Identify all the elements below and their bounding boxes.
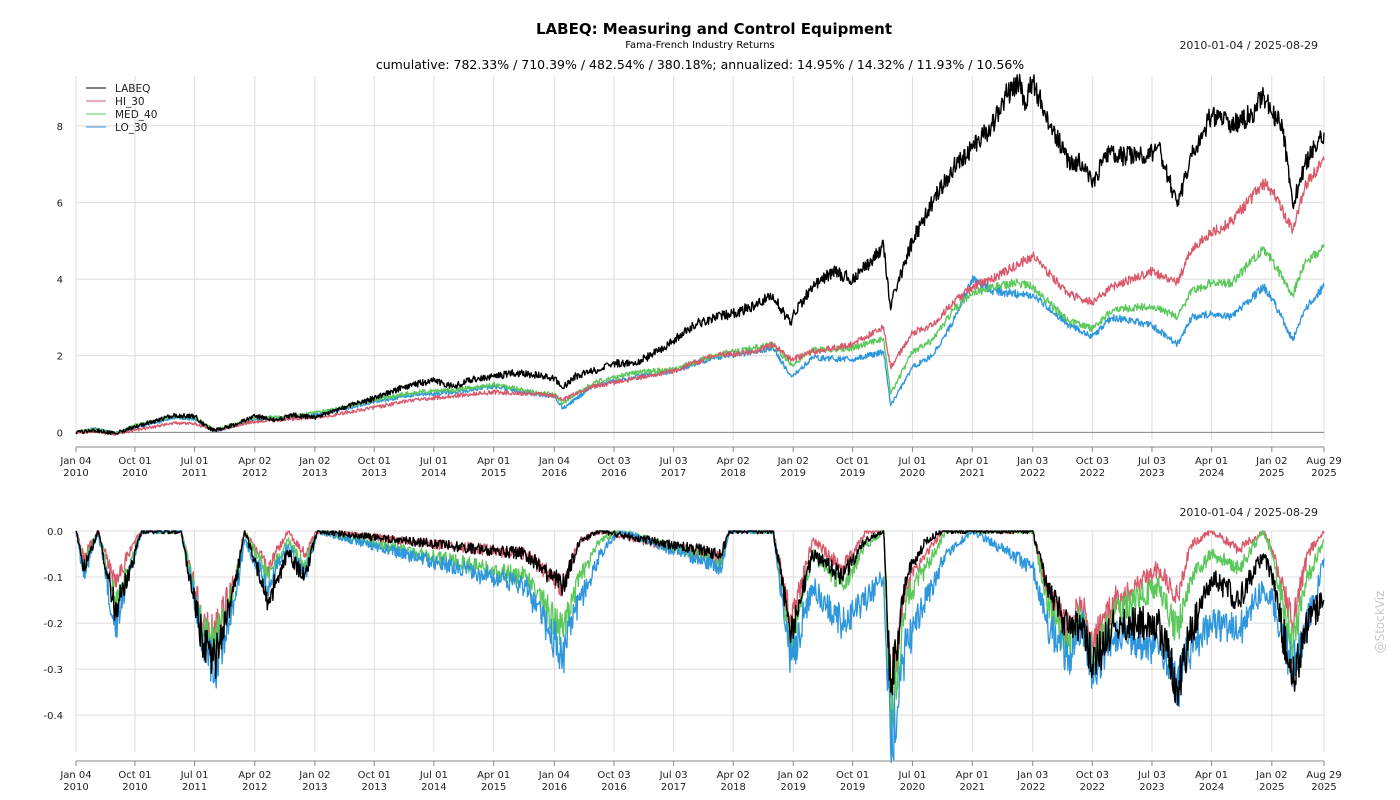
bottom-y-tick-label: 0.0 <box>47 527 63 538</box>
top-x-tick-label: Jan 04 2010 <box>59 456 91 479</box>
bottom-x-tick-label: Oct 03 2022 <box>1076 770 1109 793</box>
bottom-x-tick-label: Aug 29 2025 <box>1306 770 1341 793</box>
chart-subtitle: Fama-French Industry Returns <box>625 40 775 51</box>
bottom-y-tick-label: -0.1 <box>43 573 63 584</box>
bottom-x-tick-label: Apr 02 2018 <box>717 770 750 793</box>
top-y-tick-label: 6 <box>57 198 63 209</box>
top-x-tick-label: Apr 02 2012 <box>238 456 271 479</box>
stats-line: cumulative: 782.33% / 710.39% / 482.54% … <box>376 57 1024 72</box>
top-x-tick-label: Jul 01 2014 <box>419 456 448 479</box>
top-y-tick-label: 2 <box>57 352 63 363</box>
top-x-tick-label: Jan 04 2016 <box>538 456 570 479</box>
bottom-x-tick-label: Oct 01 2010 <box>118 770 151 793</box>
bottom-x-tick-label: Jul 03 2017 <box>659 770 688 793</box>
series-line-med-40 <box>75 243 1325 435</box>
top-axes: 0 2 4 6 8 Jan 04 2010 Oct 01 2010 Jul 01 2011 Apr 0… <box>57 122 1342 479</box>
bottom-y-tick-label: -0.2 <box>43 619 63 630</box>
bottom-x-tick-label: Jul 03 2023 <box>1137 770 1166 793</box>
legend-label-labeq: LABEQ <box>115 83 150 95</box>
bottom-x-tick-label: Apr 02 2012 <box>238 770 271 793</box>
top-x-tick-label: Jul 01 2020 <box>897 456 926 479</box>
top-x-tick-label: Jan 02 2013 <box>298 456 330 479</box>
bottom-x-tick-label: Jan 02 2019 <box>777 770 809 793</box>
top-x-tick-label: Jan 02 2025 <box>1255 456 1287 479</box>
series-line-hi-30 <box>75 156 1325 437</box>
top-x-tick-label: Aug 29 2025 <box>1306 456 1341 479</box>
watermark: @StockViz <box>1373 591 1387 654</box>
bottom-x-tick-label: Jan 02 2025 <box>1255 770 1287 793</box>
top-y-tick-label: 8 <box>57 122 63 133</box>
top-x-tick-label: Apr 01 2015 <box>477 456 510 479</box>
bottom-y-tick-label: -0.3 <box>43 665 63 676</box>
top-x-tick-label: Oct 03 2016 <box>597 456 630 479</box>
bottom-x-tick-label: Apr 01 2021 <box>956 770 989 793</box>
top-x-tick-label: Jul 03 2023 <box>1137 456 1166 479</box>
legend-label-lo-30: LO_30 <box>115 122 147 134</box>
bottom-x-tick-label: Jul 01 2014 <box>419 770 448 793</box>
bottom-x-tick-label: Jan 03 2022 <box>1016 770 1048 793</box>
top-x-tick-label: Oct 01 2019 <box>836 456 869 479</box>
bottom-x-tick-label: Apr 01 2015 <box>477 770 510 793</box>
bottom-x-tick-label: Oct 01 2013 <box>358 770 391 793</box>
series-line-lo-30 <box>75 275 1325 435</box>
drawdown-line-labeq <box>75 530 1325 706</box>
bottom-x-tick-label: Jan 04 2010 <box>59 770 91 793</box>
top-x-tick-label: Oct 03 2022 <box>1076 456 1109 479</box>
top-series <box>75 73 1325 437</box>
bottom-x-tick-label: Jan 02 2013 <box>298 770 330 793</box>
bottom-y-tick-label: -0.4 <box>43 711 63 722</box>
chart-title: LABEQ: Measuring and Control Equipment <box>536 20 892 38</box>
bottom-x-tick-label: Jan 04 2016 <box>538 770 570 793</box>
date-range-top: 2010-01-04 / 2025-08-29 <box>1179 39 1318 52</box>
series-line-labeq <box>75 73 1325 436</box>
bottom-series <box>75 530 1325 763</box>
legend-label-med-40: MED_40 <box>115 109 157 121</box>
bottom-x-tick-label: Oct 03 2016 <box>597 770 630 793</box>
bottom-axes: 0.0 -0.1 -0.2 -0.3 -0.4 Jan 04 2010 Oct 01 2010 J… <box>43 527 1341 793</box>
top-x-tick-label: Jul 01 2011 <box>180 456 209 479</box>
legend-label-hi-30: HI_30 <box>115 96 145 108</box>
bottom-x-tick-label: Apr 01 2024 <box>1195 770 1228 793</box>
top-x-tick-label: Apr 01 2024 <box>1195 456 1228 479</box>
top-x-tick-label: Oct 01 2013 <box>358 456 391 479</box>
top-x-tick-label: Apr 01 2021 <box>956 456 989 479</box>
bottom-x-tick-label: Oct 01 2019 <box>836 770 869 793</box>
bottom-x-tick-label: Jul 01 2020 <box>897 770 926 793</box>
top-x-tick-label: Jan 02 2019 <box>777 456 809 479</box>
bottom-x-tick-label: Jul 01 2011 <box>180 770 209 793</box>
top-gridlines <box>75 76 1325 440</box>
top-x-tick-label: Jan 03 2022 <box>1016 456 1048 479</box>
top-y-tick-label: 4 <box>57 275 63 286</box>
top-x-tick-label: Oct 01 2010 <box>118 456 151 479</box>
top-x-tick-label: Apr 02 2018 <box>717 456 750 479</box>
top-y-tick-label: 0 <box>57 428 63 439</box>
top-x-tick-label: Jul 03 2017 <box>659 456 688 479</box>
drawdown-line-lo-30 <box>75 530 1325 763</box>
date-range-bottom: 2010-01-04 / 2025-08-29 <box>1179 506 1318 519</box>
